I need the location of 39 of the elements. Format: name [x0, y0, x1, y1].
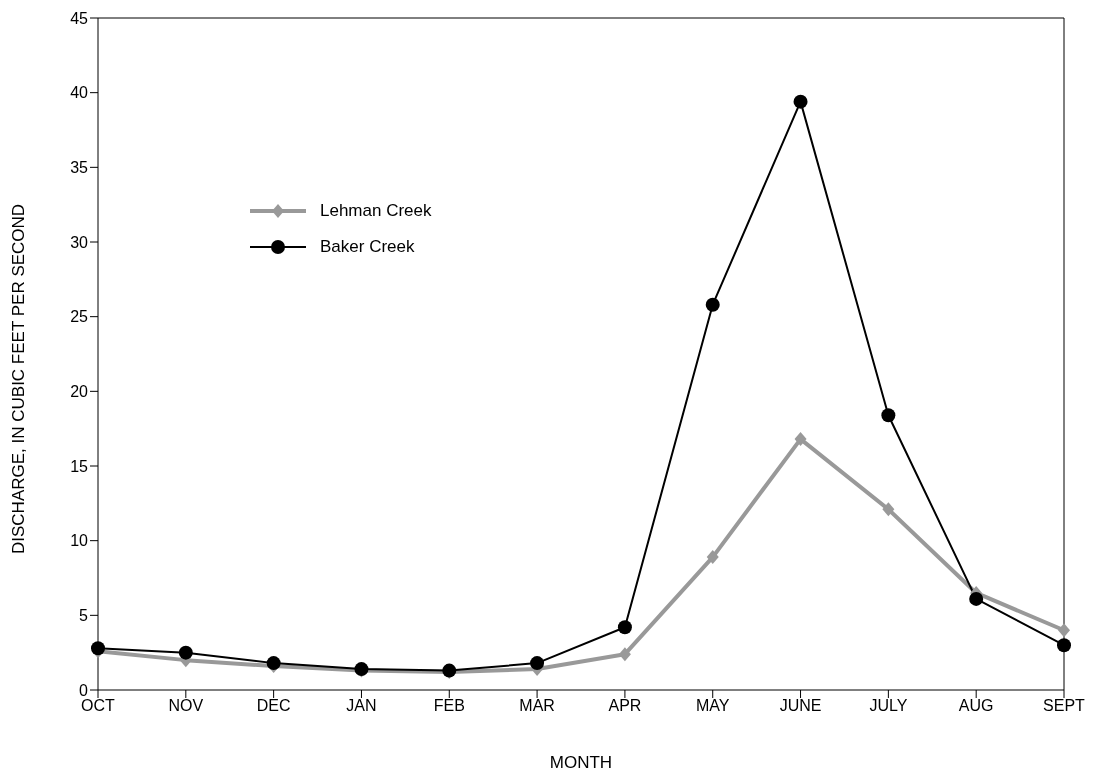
y-tick-label: 40: [70, 84, 89, 102]
x-tick-label: OCT: [81, 697, 116, 715]
x-tick-label: JUNE: [779, 697, 822, 715]
x-tick-label: SEPT: [1043, 697, 1086, 715]
point: [706, 550, 719, 565]
y-tick-label: 30: [70, 233, 89, 251]
x-tick-label: MAR: [519, 697, 555, 715]
y-tick-label: 15: [70, 457, 89, 475]
point: [794, 432, 807, 447]
y-tick-label: 35: [70, 159, 89, 177]
point: [617, 620, 632, 635]
y-tick-label: 45: [70, 9, 89, 27]
legend-label: Baker Creek: [320, 237, 415, 257]
x-tick-label: DEC: [256, 697, 291, 715]
y-tick-label: 25: [70, 308, 89, 326]
point: [882, 502, 895, 517]
x-tick-label: MAY: [695, 697, 730, 715]
x-tick-label: AUG: [958, 697, 994, 715]
point: [178, 645, 193, 660]
y-axis-title: DISCHARGE, IN CUBIC FEET PER SECOND: [9, 203, 29, 554]
x-tick-label: JAN: [346, 697, 377, 715]
point: [881, 408, 896, 423]
x-tick-label: FEB: [433, 697, 465, 715]
legend-label: Lehman Creek: [320, 201, 432, 221]
point: [1058, 623, 1070, 638]
point: [618, 647, 631, 662]
x-axis-title: MONTH: [549, 753, 613, 772]
x-tick-label: APR: [608, 697, 642, 715]
y-tick-label: 10: [70, 532, 89, 550]
y-tick-label: 20: [70, 383, 89, 401]
y-tick-label: 0: [79, 681, 89, 699]
point: [793, 94, 808, 109]
point: [1057, 638, 1071, 653]
point: [969, 591, 984, 606]
x-tick-label: JULY: [869, 697, 908, 715]
point: [705, 297, 720, 312]
x-tick-label: NOV: [168, 697, 204, 715]
point: [530, 656, 545, 671]
y-tick-label: 5: [79, 607, 89, 625]
